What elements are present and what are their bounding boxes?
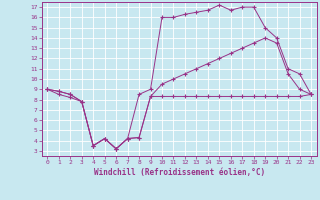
- X-axis label: Windchill (Refroidissement éolien,°C): Windchill (Refroidissement éolien,°C): [94, 168, 265, 177]
